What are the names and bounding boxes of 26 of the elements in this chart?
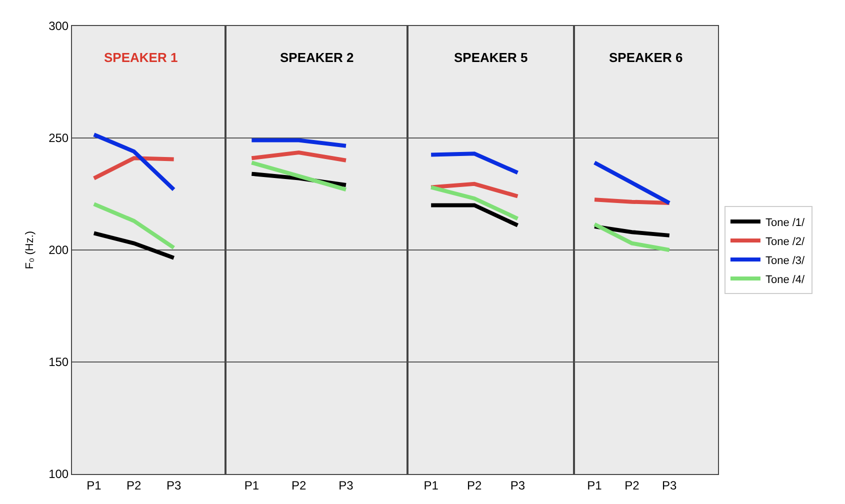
y-axis-title: F₀ (Hz.) (24, 230, 36, 270)
y-tick-label: 100 (48, 467, 69, 482)
y-tick-label: 150 (48, 355, 69, 370)
x-tick-label: P3 (166, 478, 182, 492)
x-tick-label: P2 (467, 478, 482, 492)
x-tick-label: P2 (126, 478, 142, 492)
text: SPEAKER 2 (280, 50, 354, 65)
x-tick-label: P1 (244, 478, 260, 492)
y-tick-label: 200 (48, 243, 69, 258)
x-tick-label: P3 (338, 478, 354, 492)
x-tick-label: P1 (587, 478, 602, 492)
x-tick-label: P2 (291, 478, 306, 492)
x-tick-label: P3 (510, 478, 526, 492)
legend-label: Tone /1/ (765, 216, 806, 229)
y-tick-label: 250 (48, 131, 69, 146)
text: SPEAKER 1 (104, 50, 178, 65)
legend-label: Tone /3/ (765, 254, 806, 267)
x-tick-label: P1 (86, 478, 102, 492)
legend-label: Tone /2/ (765, 236, 806, 248)
x-tick-label: P2 (624, 478, 640, 492)
text: SPEAKER 6 (609, 50, 683, 65)
x-tick-label: P1 (424, 478, 439, 492)
y-tick-label: 300 (48, 19, 69, 34)
legend-label: Tone /4/ (765, 274, 806, 286)
text: SPEAKER 5 (454, 50, 528, 65)
x-tick-label: P3 (662, 478, 678, 492)
